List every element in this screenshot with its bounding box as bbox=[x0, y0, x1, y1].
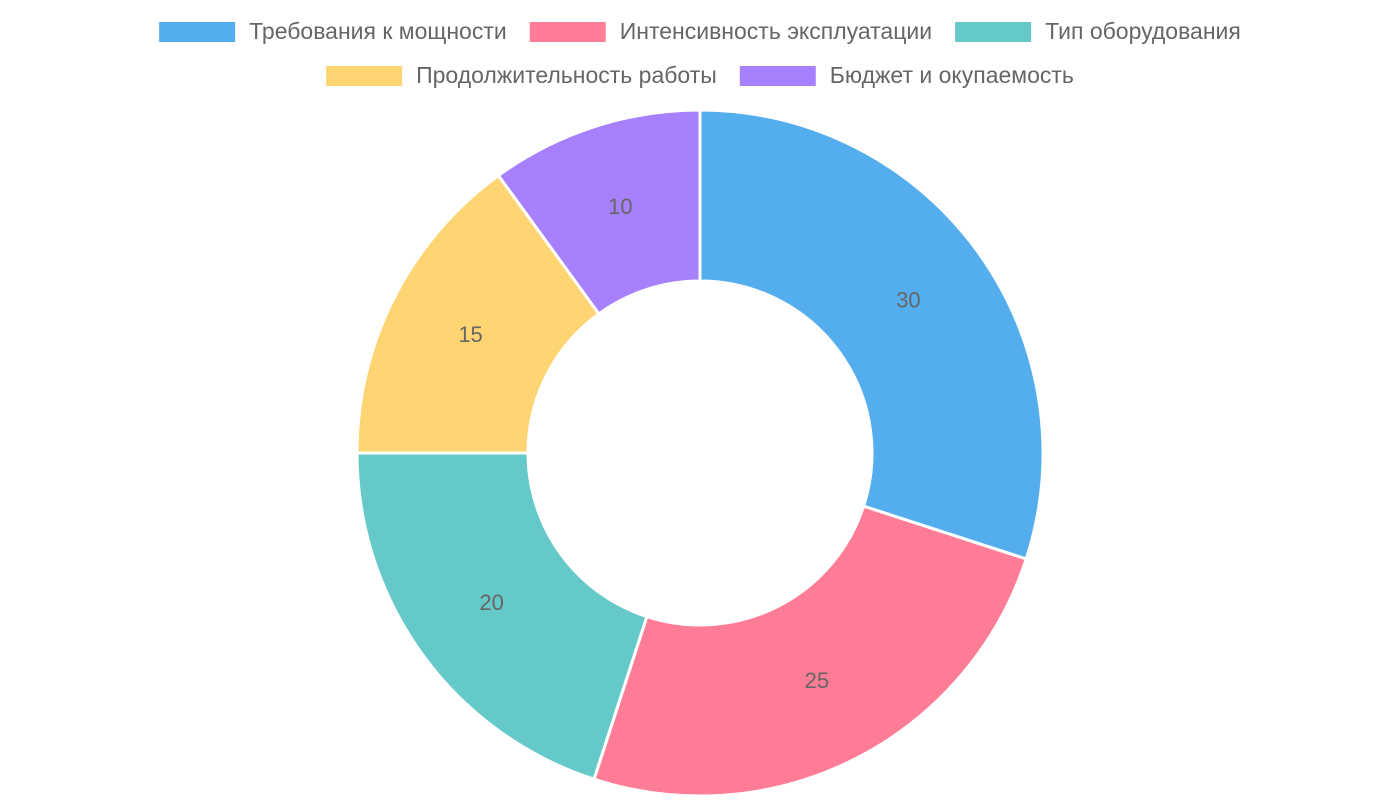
legend-swatch bbox=[955, 22, 1032, 42]
slice bbox=[355, 451, 649, 782]
legend-label: Продолжительность работы bbox=[416, 62, 717, 88]
value-label: 10 bbox=[608, 194, 632, 219]
slice bbox=[592, 504, 1029, 798]
legend-swatch bbox=[159, 22, 236, 42]
slice bbox=[355, 173, 601, 455]
legend-label: Требования к мощности bbox=[249, 18, 507, 44]
legend-item: Продолжительность работы bbox=[326, 62, 717, 88]
legend-label: Интенсивность эксплуатации bbox=[620, 18, 932, 44]
legend-label: Бюджет и окупаемость bbox=[830, 62, 1074, 88]
legend-item: Интенсивность эксплуатации bbox=[529, 18, 932, 44]
legend-swatch bbox=[529, 22, 606, 42]
value-label: 15 bbox=[458, 322, 482, 347]
legend-item: Тип оборудования bbox=[955, 18, 1241, 44]
value-label: 25 bbox=[805, 668, 829, 693]
legend-label: Тип оборудования bbox=[1045, 18, 1241, 44]
legend-swatch bbox=[326, 66, 403, 86]
legend-item: Требования к мощности bbox=[159, 18, 507, 44]
legend-swatch bbox=[739, 66, 816, 86]
value-label: 30 bbox=[896, 287, 920, 312]
value-label: 20 bbox=[479, 590, 503, 615]
legend-item: Бюджет и окупаемость bbox=[739, 62, 1074, 88]
slice bbox=[496, 108, 702, 316]
slice bbox=[698, 108, 1045, 561]
